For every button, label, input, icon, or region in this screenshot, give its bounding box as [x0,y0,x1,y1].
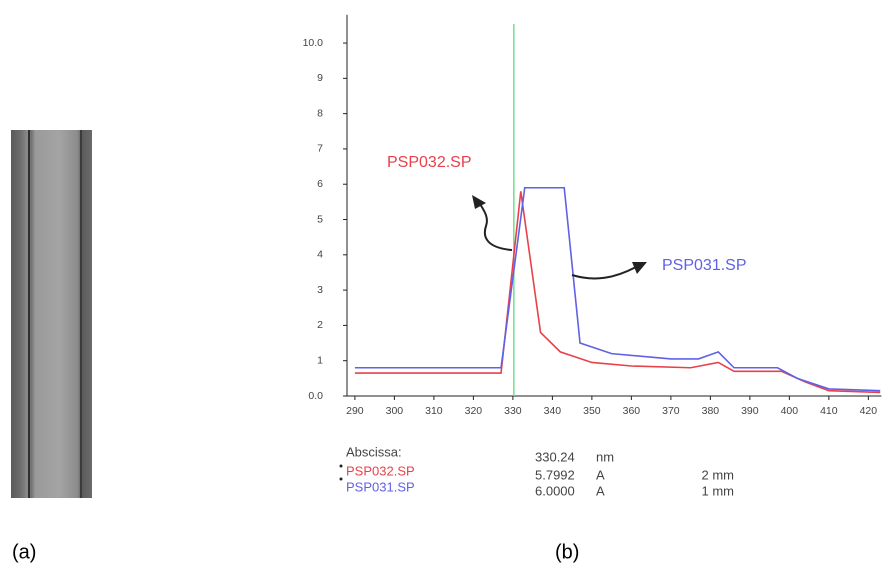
annotation: PSP031.SP [662,257,747,274]
readout-thickness: 1 mm [702,483,735,498]
x-tick-label: 410 [820,405,838,417]
y-tick-label: 2 [317,319,323,331]
x-tick-label: 360 [623,405,641,417]
panel-label: (b) [555,541,579,563]
y-tick-label: 3 [317,284,323,296]
y-tick-label: 1 [317,354,323,366]
y-tick-label: 5 [317,213,323,225]
y-tick-label: 8 [317,107,323,119]
plot: 0.0 1 2 3 4 5 6 7 8 9 10.0 290 300 310 320 330 340 350 360… [303,14,882,498]
x-tick-label: 300 [386,405,404,417]
x-tick-label: 420 [860,405,878,417]
y-tick-label: 9 [317,72,323,84]
readout-thickness: 2 mm [702,467,735,482]
x-tick-label: 340 [544,405,562,417]
readout-label: Abscissa: [346,444,402,459]
panel-label: (a) [12,541,36,563]
x-tick-label: 320 [465,405,483,417]
x-tick-label: 290 [346,405,364,417]
x-tick-label: 380 [702,405,720,417]
readout-value: 5.7992 [535,467,575,482]
x-tick-label: 370 [662,405,680,417]
annotation: PSP032.SP [387,154,472,171]
series-line [354,191,881,394]
x-tick-label: 350 [583,405,601,417]
readout-value: 6.0000 [535,483,575,498]
x-tick-label: 310 [425,405,443,417]
arrow [477,199,513,251]
readout-series: PSP032.SP [346,463,415,478]
y-tick-label: 0.0 [308,390,323,402]
readout-unit: nm [596,449,614,464]
x-tick-label: 400 [781,405,799,417]
readout-unit: A [596,467,605,482]
bullet [339,464,343,468]
readout-unit: A [596,483,605,498]
y-tick-label: 10.0 [303,37,324,49]
readout-value: 330.24 [535,449,575,464]
readout-series: PSP031.SP [346,479,415,494]
arrow-head [632,262,647,274]
sample-image [11,130,92,498]
arrow-head [472,195,486,209]
x-tick-label: 390 [741,405,759,417]
bullet [339,477,343,481]
x-tick-label: 330 [504,405,522,417]
y-tick-label: 6 [317,178,323,190]
y-tick-label: 7 [317,143,323,155]
series-line [354,186,881,392]
arrow [571,266,637,280]
y-tick-label: 4 [317,249,323,261]
